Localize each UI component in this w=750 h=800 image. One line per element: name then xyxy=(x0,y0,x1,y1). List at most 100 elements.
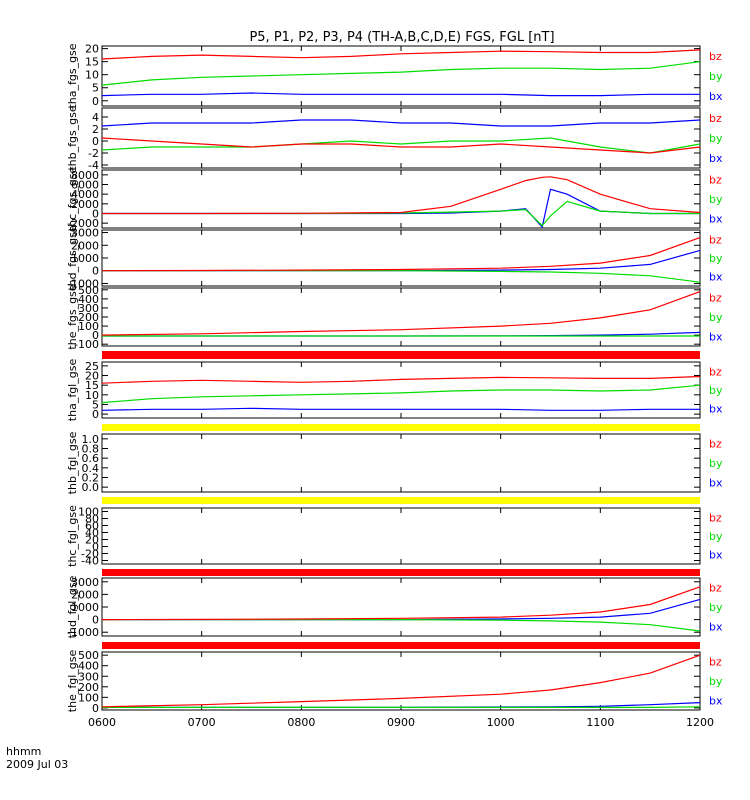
y-tick-label: 40 xyxy=(85,527,99,540)
series-line-bz xyxy=(101,586,701,621)
legend-bx: bx xyxy=(709,549,723,562)
y-tick-label: 400 xyxy=(78,293,99,306)
y-tick-label: 0.2 xyxy=(82,472,100,485)
y-tick-label: 20 xyxy=(85,370,99,383)
legend-by: by xyxy=(709,601,723,614)
panel-frame xyxy=(101,107,701,169)
y-axis-label: thb_fgs_gse xyxy=(66,105,79,171)
y-tick-label: 0 xyxy=(92,329,99,342)
y-tick-label: -40 xyxy=(81,555,99,568)
y-tick-label: 10 xyxy=(85,69,99,82)
y-tick-label: -1000 xyxy=(67,626,99,639)
series-line-bx xyxy=(101,119,701,127)
legend-bz: bz xyxy=(709,511,722,524)
y-tick-label: -4 xyxy=(88,159,99,172)
panel-frame xyxy=(101,507,701,565)
legend-bz: bz xyxy=(709,174,722,187)
y-tick-label: 1.0 xyxy=(82,433,100,446)
y-axis-label: thd_fgl_gse xyxy=(66,575,79,638)
panel-frame xyxy=(101,229,701,287)
x-tick-label: 1200 xyxy=(686,716,714,729)
legend-by: by xyxy=(709,132,723,145)
y-tick-label: 3000 xyxy=(71,227,99,240)
y-tick-label: -100 xyxy=(74,338,99,351)
y-tick-label: 0.0 xyxy=(82,481,100,494)
y-tick-label: 0.6 xyxy=(82,452,100,465)
y-tick-label: 1000 xyxy=(71,252,99,265)
series-line-bx xyxy=(102,188,700,229)
x-tick-label: 0900 xyxy=(387,716,415,729)
y-tick-label: 15 xyxy=(85,379,99,392)
status-bar xyxy=(102,642,700,649)
panel-frame xyxy=(101,577,701,637)
y-tick-label: 100 xyxy=(78,506,99,519)
y-tick-label: 60 xyxy=(85,520,99,533)
y-tick-label: -2000 xyxy=(67,217,99,230)
y-axis-label: tha_fgl_gse xyxy=(66,359,79,422)
y-tick-label: 300 xyxy=(78,670,99,683)
legend-by: by xyxy=(709,193,723,206)
series-line-bz xyxy=(102,176,701,215)
panel-frame xyxy=(101,433,701,493)
y-tick-label: 400 xyxy=(78,660,99,673)
legend-by: by xyxy=(709,70,723,83)
y-tick-label: 0 xyxy=(92,408,99,421)
y-axis-label: thd_fgs_gse xyxy=(66,225,79,291)
y-tick-label: -2 xyxy=(88,147,99,160)
y-tick-label: 25 xyxy=(85,360,99,373)
y-tick-label: 0.8 xyxy=(82,443,100,456)
x-tick-label: 0700 xyxy=(188,716,216,729)
series-line-by xyxy=(101,61,701,86)
y-tick-label: 2 xyxy=(92,123,99,136)
legend-bx: bx xyxy=(709,403,723,416)
legend-bx: bx xyxy=(709,694,723,707)
x-tick-label: 0600 xyxy=(88,716,116,729)
y-axis-label: tha_fgs_gse xyxy=(66,43,79,108)
chart-title: P5, P1, P2, P3, P4 (TH-A,B,C,D,E) FGS, F… xyxy=(249,30,554,45)
legend-bz: bz xyxy=(709,50,722,63)
series-line-bx xyxy=(101,92,700,97)
legend-bz: bz xyxy=(709,438,722,451)
y-tick-label: 4 xyxy=(92,111,99,124)
y-tick-label: 5 xyxy=(92,398,99,411)
y-tick-label: 200 xyxy=(78,311,99,324)
y-tick-label: 2000 xyxy=(71,198,99,211)
legend-bx: bx xyxy=(709,152,723,165)
y-tick-label: 0 xyxy=(92,614,99,627)
series-line-bz xyxy=(101,137,701,154)
y-axis-label: thc_fgl_gse xyxy=(66,505,79,567)
series-line-bz xyxy=(101,291,701,336)
series-line-bz xyxy=(101,49,701,60)
legend-bz: bz xyxy=(709,112,722,125)
panel-frame xyxy=(101,287,701,347)
x-tick-label: 0800 xyxy=(287,716,315,729)
series-line-by xyxy=(101,137,701,154)
legend-by: by xyxy=(709,252,723,265)
y-tick-label: 500 xyxy=(78,284,99,297)
y-tick-label: 5 xyxy=(92,82,99,95)
series-line-bz xyxy=(101,237,701,272)
y-tick-label: 6000 xyxy=(71,179,99,192)
y-tick-label: 0 xyxy=(92,135,99,148)
y-axis-label: thc_fgs_gse xyxy=(66,167,79,232)
y-tick-label: 0 xyxy=(92,208,99,221)
y-tick-label: 8000 xyxy=(71,169,99,182)
y-tick-label: 20 xyxy=(85,43,99,56)
series-line-by xyxy=(102,270,701,283)
y-tick-label: 20 xyxy=(85,534,99,547)
x-tick-label: 1000 xyxy=(487,716,515,729)
y-tick-label: 0 xyxy=(92,95,99,108)
y-tick-label: 200 xyxy=(78,681,99,694)
status-bar xyxy=(102,569,700,576)
series-line-bz xyxy=(101,654,701,708)
y-axis-label: the_fgs_gse xyxy=(66,284,79,349)
y-axis-label: the_fgl_gse xyxy=(66,650,79,713)
legend-by: by xyxy=(709,384,723,397)
